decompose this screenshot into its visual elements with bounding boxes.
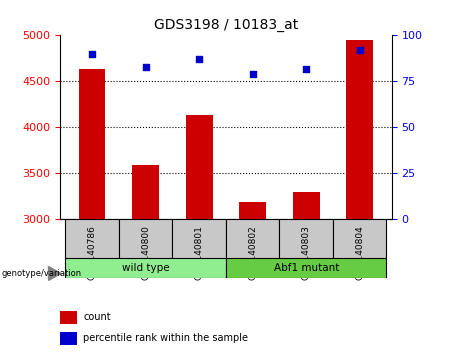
FancyBboxPatch shape bbox=[65, 258, 226, 278]
Text: GSM140786: GSM140786 bbox=[88, 225, 96, 280]
Bar bbox=[293, 192, 319, 219]
Text: GSM140803: GSM140803 bbox=[301, 225, 311, 280]
FancyBboxPatch shape bbox=[65, 219, 119, 258]
Text: GSM140801: GSM140801 bbox=[195, 225, 204, 280]
Point bbox=[195, 57, 203, 62]
Text: Abf1 mutant: Abf1 mutant bbox=[273, 263, 339, 273]
Bar bbox=[346, 40, 373, 219]
Text: GSM140802: GSM140802 bbox=[248, 225, 257, 280]
FancyBboxPatch shape bbox=[333, 219, 386, 258]
Point bbox=[142, 64, 149, 69]
Text: genotype/variation: genotype/variation bbox=[1, 269, 82, 278]
Bar bbox=[60, 332, 77, 345]
Point bbox=[356, 47, 363, 53]
Bar bbox=[186, 115, 213, 219]
Polygon shape bbox=[48, 267, 61, 280]
Text: GSM140804: GSM140804 bbox=[355, 225, 364, 280]
Point bbox=[302, 66, 310, 72]
Text: percentile rank within the sample: percentile rank within the sample bbox=[83, 333, 248, 343]
FancyBboxPatch shape bbox=[226, 219, 279, 258]
Bar bbox=[60, 311, 77, 324]
Bar bbox=[132, 165, 159, 219]
Title: GDS3198 / 10183_at: GDS3198 / 10183_at bbox=[154, 18, 298, 32]
FancyBboxPatch shape bbox=[172, 219, 226, 258]
Bar bbox=[239, 202, 266, 219]
Point bbox=[249, 71, 256, 77]
Text: GSM140800: GSM140800 bbox=[141, 225, 150, 280]
Point bbox=[89, 51, 96, 57]
FancyBboxPatch shape bbox=[279, 219, 333, 258]
Bar bbox=[79, 69, 106, 219]
Text: count: count bbox=[83, 312, 111, 322]
FancyBboxPatch shape bbox=[119, 219, 172, 258]
Text: wild type: wild type bbox=[122, 263, 169, 273]
FancyBboxPatch shape bbox=[226, 258, 386, 278]
